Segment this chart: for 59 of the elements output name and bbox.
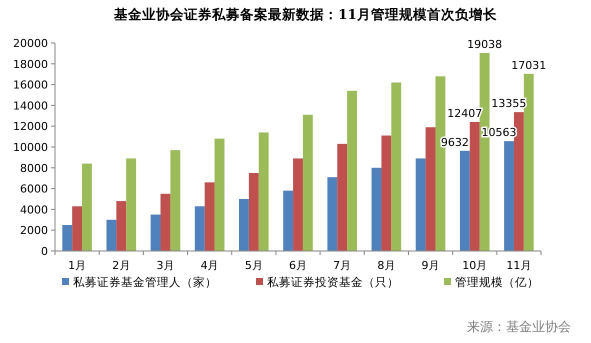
bar: [160, 194, 170, 251]
y-tick-label: 16000: [13, 78, 48, 92]
bar: [460, 150, 470, 251]
x-tick-label: 10月: [462, 259, 488, 272]
bar: [62, 225, 72, 251]
legend-label: 管理规模（亿）: [455, 275, 539, 289]
bar: [204, 182, 215, 251]
bar: [82, 164, 92, 251]
x-tick-label: 5月: [244, 259, 263, 272]
bar: [391, 82, 402, 251]
y-tick-label: 8000: [20, 162, 48, 175]
y-tick-label: 10000: [13, 141, 48, 154]
bar: [293, 158, 303, 251]
bar: [283, 190, 294, 251]
bar: [126, 158, 136, 251]
bar: [170, 150, 180, 251]
bar: [194, 206, 205, 251]
bar: [248, 173, 259, 251]
x-tick-label: 4月: [200, 259, 219, 272]
bar: [116, 201, 126, 251]
bar: [470, 122, 480, 251]
y-tick-label: 14000: [13, 99, 48, 112]
y-tick-label: 0: [41, 245, 48, 258]
source-note: 来源：基金业协会: [467, 320, 571, 335]
bar: [258, 132, 269, 251]
y-tick-label: 6000: [20, 182, 48, 196]
bar: [72, 206, 82, 251]
x-tick-label: 2月: [112, 259, 130, 272]
bar: [372, 168, 382, 251]
bar: [214, 138, 224, 251]
chart-title: 基金业协会证券私募备案最新数据：11月管理规模首次负增长: [113, 6, 498, 23]
bar: [150, 214, 161, 251]
bar: [504, 141, 514, 251]
y-tick-label: 4000: [20, 203, 48, 216]
bar: [426, 127, 436, 251]
bar: [347, 90, 357, 251]
legend-label: 私募证券投资基金（只）: [267, 275, 399, 289]
x-tick-label: 6月: [289, 259, 307, 272]
bar: [337, 144, 348, 251]
x-tick-label: 11月: [506, 259, 532, 272]
bar: [381, 136, 392, 251]
bar: [524, 74, 534, 251]
x-tick-label: 8月: [377, 259, 396, 272]
y-tick-label: 20000: [13, 37, 48, 50]
y-tick-label: 18000: [13, 58, 48, 71]
y-tick-label: 12000: [13, 120, 48, 134]
x-tick-label: 9月: [422, 259, 440, 272]
bar: [327, 177, 338, 251]
bar: [106, 220, 116, 251]
x-tick-label: 3月: [156, 259, 174, 272]
data-label: 17031: [511, 58, 546, 72]
data-label: 19038: [467, 38, 502, 52]
bar: [416, 158, 426, 251]
x-tick-label: 7月: [333, 259, 352, 272]
bar: [302, 114, 313, 251]
y-tick-label: 2000: [20, 224, 48, 238]
legend-label: 私募证券基金管理人（家）: [73, 275, 217, 289]
bar: [239, 199, 249, 251]
x-tick-label: 1月: [68, 259, 86, 272]
